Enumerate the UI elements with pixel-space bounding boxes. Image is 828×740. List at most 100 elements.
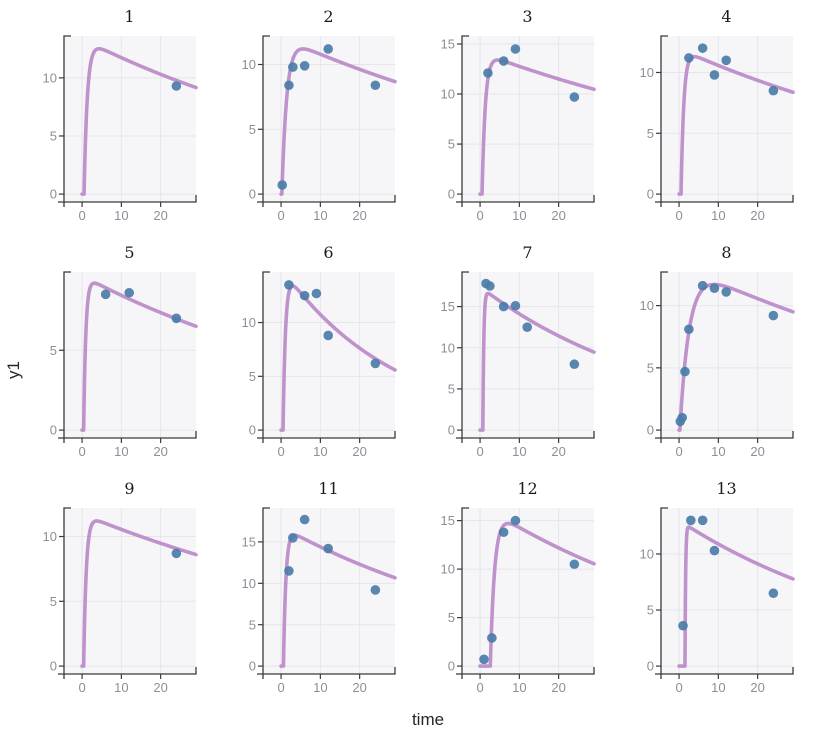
x-tick-label: 20	[352, 680, 366, 695]
observation-point	[284, 80, 294, 91]
x-tick-label: 10	[711, 208, 725, 223]
observation-point	[697, 43, 708, 53]
facet-panel-4: 4 0 10 20 0 5 10	[627, 4, 826, 240]
y-axis-label: y1	[4, 361, 23, 379]
observation-point	[171, 313, 182, 324]
y-tick-label: 5	[249, 122, 256, 137]
facet-title: 3	[522, 7, 533, 26]
y-tick-label: 0	[249, 423, 256, 438]
y-tick-label: 0	[647, 187, 654, 202]
y-tick-label: 10	[640, 298, 654, 313]
facet-plot: 0 10 20 0 5 10	[43, 35, 198, 223]
facet-panel-11: 11 0 10 20 0 5 10 15	[229, 476, 428, 712]
y-tick-label: 10	[242, 315, 256, 330]
x-axis-spine	[456, 667, 595, 675]
facet-panel-3: 3 0 10 20 0 5 10 15	[428, 4, 627, 240]
observation-point	[311, 288, 322, 299]
y-tick-label: 5	[50, 129, 57, 144]
facet-panel-13: 13 0 10 20 0 5 10	[627, 476, 826, 712]
observation-point	[498, 301, 509, 312]
observation-point	[684, 324, 694, 335]
y-axis-spine	[461, 507, 469, 679]
x-axis-spine	[655, 431, 794, 439]
x-axis-spine	[655, 195, 794, 203]
y-axis-spine	[461, 271, 469, 443]
y-tick-label: 10	[43, 529, 57, 544]
y-tick-label: 0	[647, 659, 654, 674]
x-tick-label: 10	[512, 208, 526, 223]
x-tick-label: 0	[277, 444, 284, 459]
observation-point	[299, 514, 310, 525]
y-tick-label: 15	[441, 513, 455, 528]
x-tick-label: 20	[153, 680, 167, 695]
y-tick-label: 10	[242, 576, 256, 591]
y-tick-label: 0	[448, 423, 455, 438]
facet-panel-1: 1 0 10 20 0 5 10	[30, 4, 229, 240]
fit-curve	[478, 291, 596, 432]
facet-plot: 0 10 20 0 5 10 15	[441, 35, 596, 223]
y-tick-label: 0	[249, 659, 256, 674]
observation-point	[284, 566, 294, 576]
facet-title: 6	[323, 243, 334, 262]
x-tick-label: 20	[352, 444, 366, 459]
facet-panel-7: 7 0 10 20 0 5 10 15	[428, 240, 627, 476]
y-axis-spine	[63, 271, 71, 443]
y-tick-label: 5	[448, 381, 455, 396]
x-tick-label: 0	[476, 444, 483, 459]
y-tick-label: 5	[249, 617, 256, 632]
facet-title: 7	[522, 243, 533, 262]
x-tick-label: 0	[78, 208, 85, 223]
y-tick-label: 5	[50, 343, 57, 358]
observation-point	[697, 515, 708, 526]
y-tick-label: 5	[448, 610, 455, 625]
x-axis-spine	[655, 667, 794, 675]
y-axis-spine	[262, 507, 270, 679]
observation-point	[709, 70, 720, 80]
facet-panel-2: 2 0 10 20 0 5 10	[229, 4, 428, 240]
observation-point	[171, 548, 182, 559]
y-tick-label: 0	[249, 187, 256, 202]
observation-point	[721, 287, 732, 297]
x-axis-spine	[58, 431, 197, 439]
observation-point	[569, 559, 580, 570]
facet-plot: 0 10 20 0 5 10 15	[242, 507, 397, 695]
fit-curve	[677, 282, 795, 432]
x-tick-label: 0	[675, 680, 682, 695]
observation-point	[709, 545, 720, 556]
observation-point	[498, 527, 509, 538]
observation-point	[498, 56, 509, 66]
observation-point	[721, 55, 732, 66]
x-tick-label: 20	[750, 680, 764, 695]
observation-point	[171, 81, 182, 91]
observation-point	[370, 80, 381, 91]
facet-title: 4	[721, 7, 732, 26]
x-tick-label: 0	[476, 680, 483, 695]
x-tick-label: 0	[675, 444, 682, 459]
observation-point	[323, 44, 334, 54]
observation-point	[487, 633, 497, 643]
observation-point	[677, 412, 688, 423]
facet-title: 8	[721, 243, 732, 262]
facet-title: 12	[517, 479, 538, 498]
y-axis-spine	[461, 35, 469, 207]
observation-point	[522, 322, 533, 332]
facet-plot: 0 10 20 0 5 10	[242, 271, 397, 459]
y-tick-label: 0	[647, 423, 654, 438]
fit-curve	[80, 46, 198, 196]
x-tick-label: 10	[711, 680, 725, 695]
facet-panel-5: 5 0 10 20 0 5	[30, 240, 229, 476]
y-axis-spine	[262, 35, 270, 207]
observation-point	[485, 281, 495, 291]
y-axis-spine	[660, 271, 668, 443]
y-axis-spine	[63, 35, 71, 207]
y-tick-label: 10	[640, 65, 654, 80]
facet-title: 13	[716, 479, 737, 498]
x-tick-label: 20	[551, 208, 565, 223]
y-axis-spine	[262, 271, 270, 443]
x-tick-label: 0	[78, 680, 85, 695]
x-tick-label: 10	[512, 444, 526, 459]
observation-point	[299, 290, 310, 301]
y-tick-label: 5	[249, 369, 256, 384]
y-tick-label: 0	[448, 659, 455, 674]
